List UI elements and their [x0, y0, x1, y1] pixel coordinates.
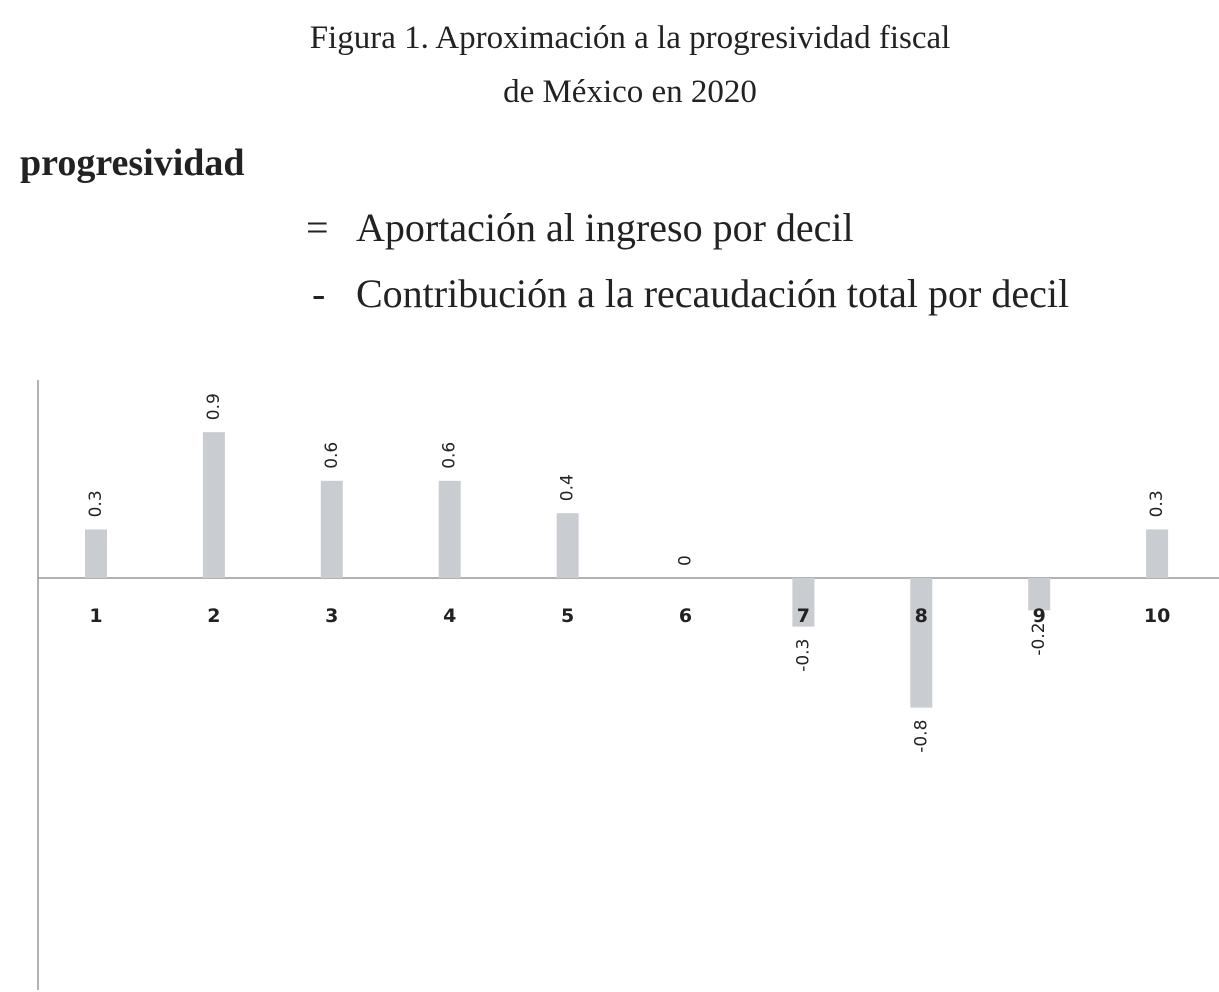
bar — [320, 480, 343, 578]
formula-term: Contribución a la recaudación total por … — [356, 271, 1069, 316]
x-tick-label: 6 — [679, 605, 692, 627]
bar — [438, 480, 461, 578]
value-label: 0.6 — [322, 442, 342, 469]
value-label: -0.3 — [793, 639, 813, 672]
formula-lhs: progresividad — [20, 142, 245, 184]
x-tick-label: 9 — [1033, 605, 1046, 627]
value-label: 0.9 — [204, 393, 224, 420]
bar — [1028, 578, 1051, 611]
x-tick-label: 7 — [797, 605, 810, 627]
value-label: 0 — [676, 555, 696, 566]
bar — [792, 578, 815, 627]
value-label: -0.2 — [1029, 622, 1049, 655]
formula-op: = — [306, 205, 329, 250]
value-label: 0.3 — [1147, 490, 1167, 517]
x-tick-label: 5 — [561, 605, 574, 627]
x-tick-label: 3 — [325, 605, 338, 627]
bar — [202, 432, 225, 578]
x-tick-label: 10 — [1144, 605, 1170, 627]
formula-term: Aportación al ingreso por decil — [356, 205, 854, 250]
value-label: 0.3 — [86, 490, 106, 517]
formula-op: - — [312, 271, 325, 316]
value-label: 0.4 — [558, 474, 578, 501]
bar — [556, 513, 579, 578]
x-tick-label: 1 — [89, 605, 102, 627]
bar — [910, 578, 933, 708]
value-label: -0.8 — [911, 720, 931, 753]
bar — [1146, 529, 1169, 578]
value-label: 0.6 — [440, 442, 460, 469]
x-tick-label: 8 — [915, 605, 928, 627]
title-line: Figura 1. Aproximación a la progresivida… — [310, 20, 951, 56]
x-tick-label: 2 — [207, 605, 220, 627]
x-tick-label: 4 — [443, 605, 456, 627]
title-line: de México en 2020 — [503, 74, 757, 110]
bar — [85, 529, 107, 578]
